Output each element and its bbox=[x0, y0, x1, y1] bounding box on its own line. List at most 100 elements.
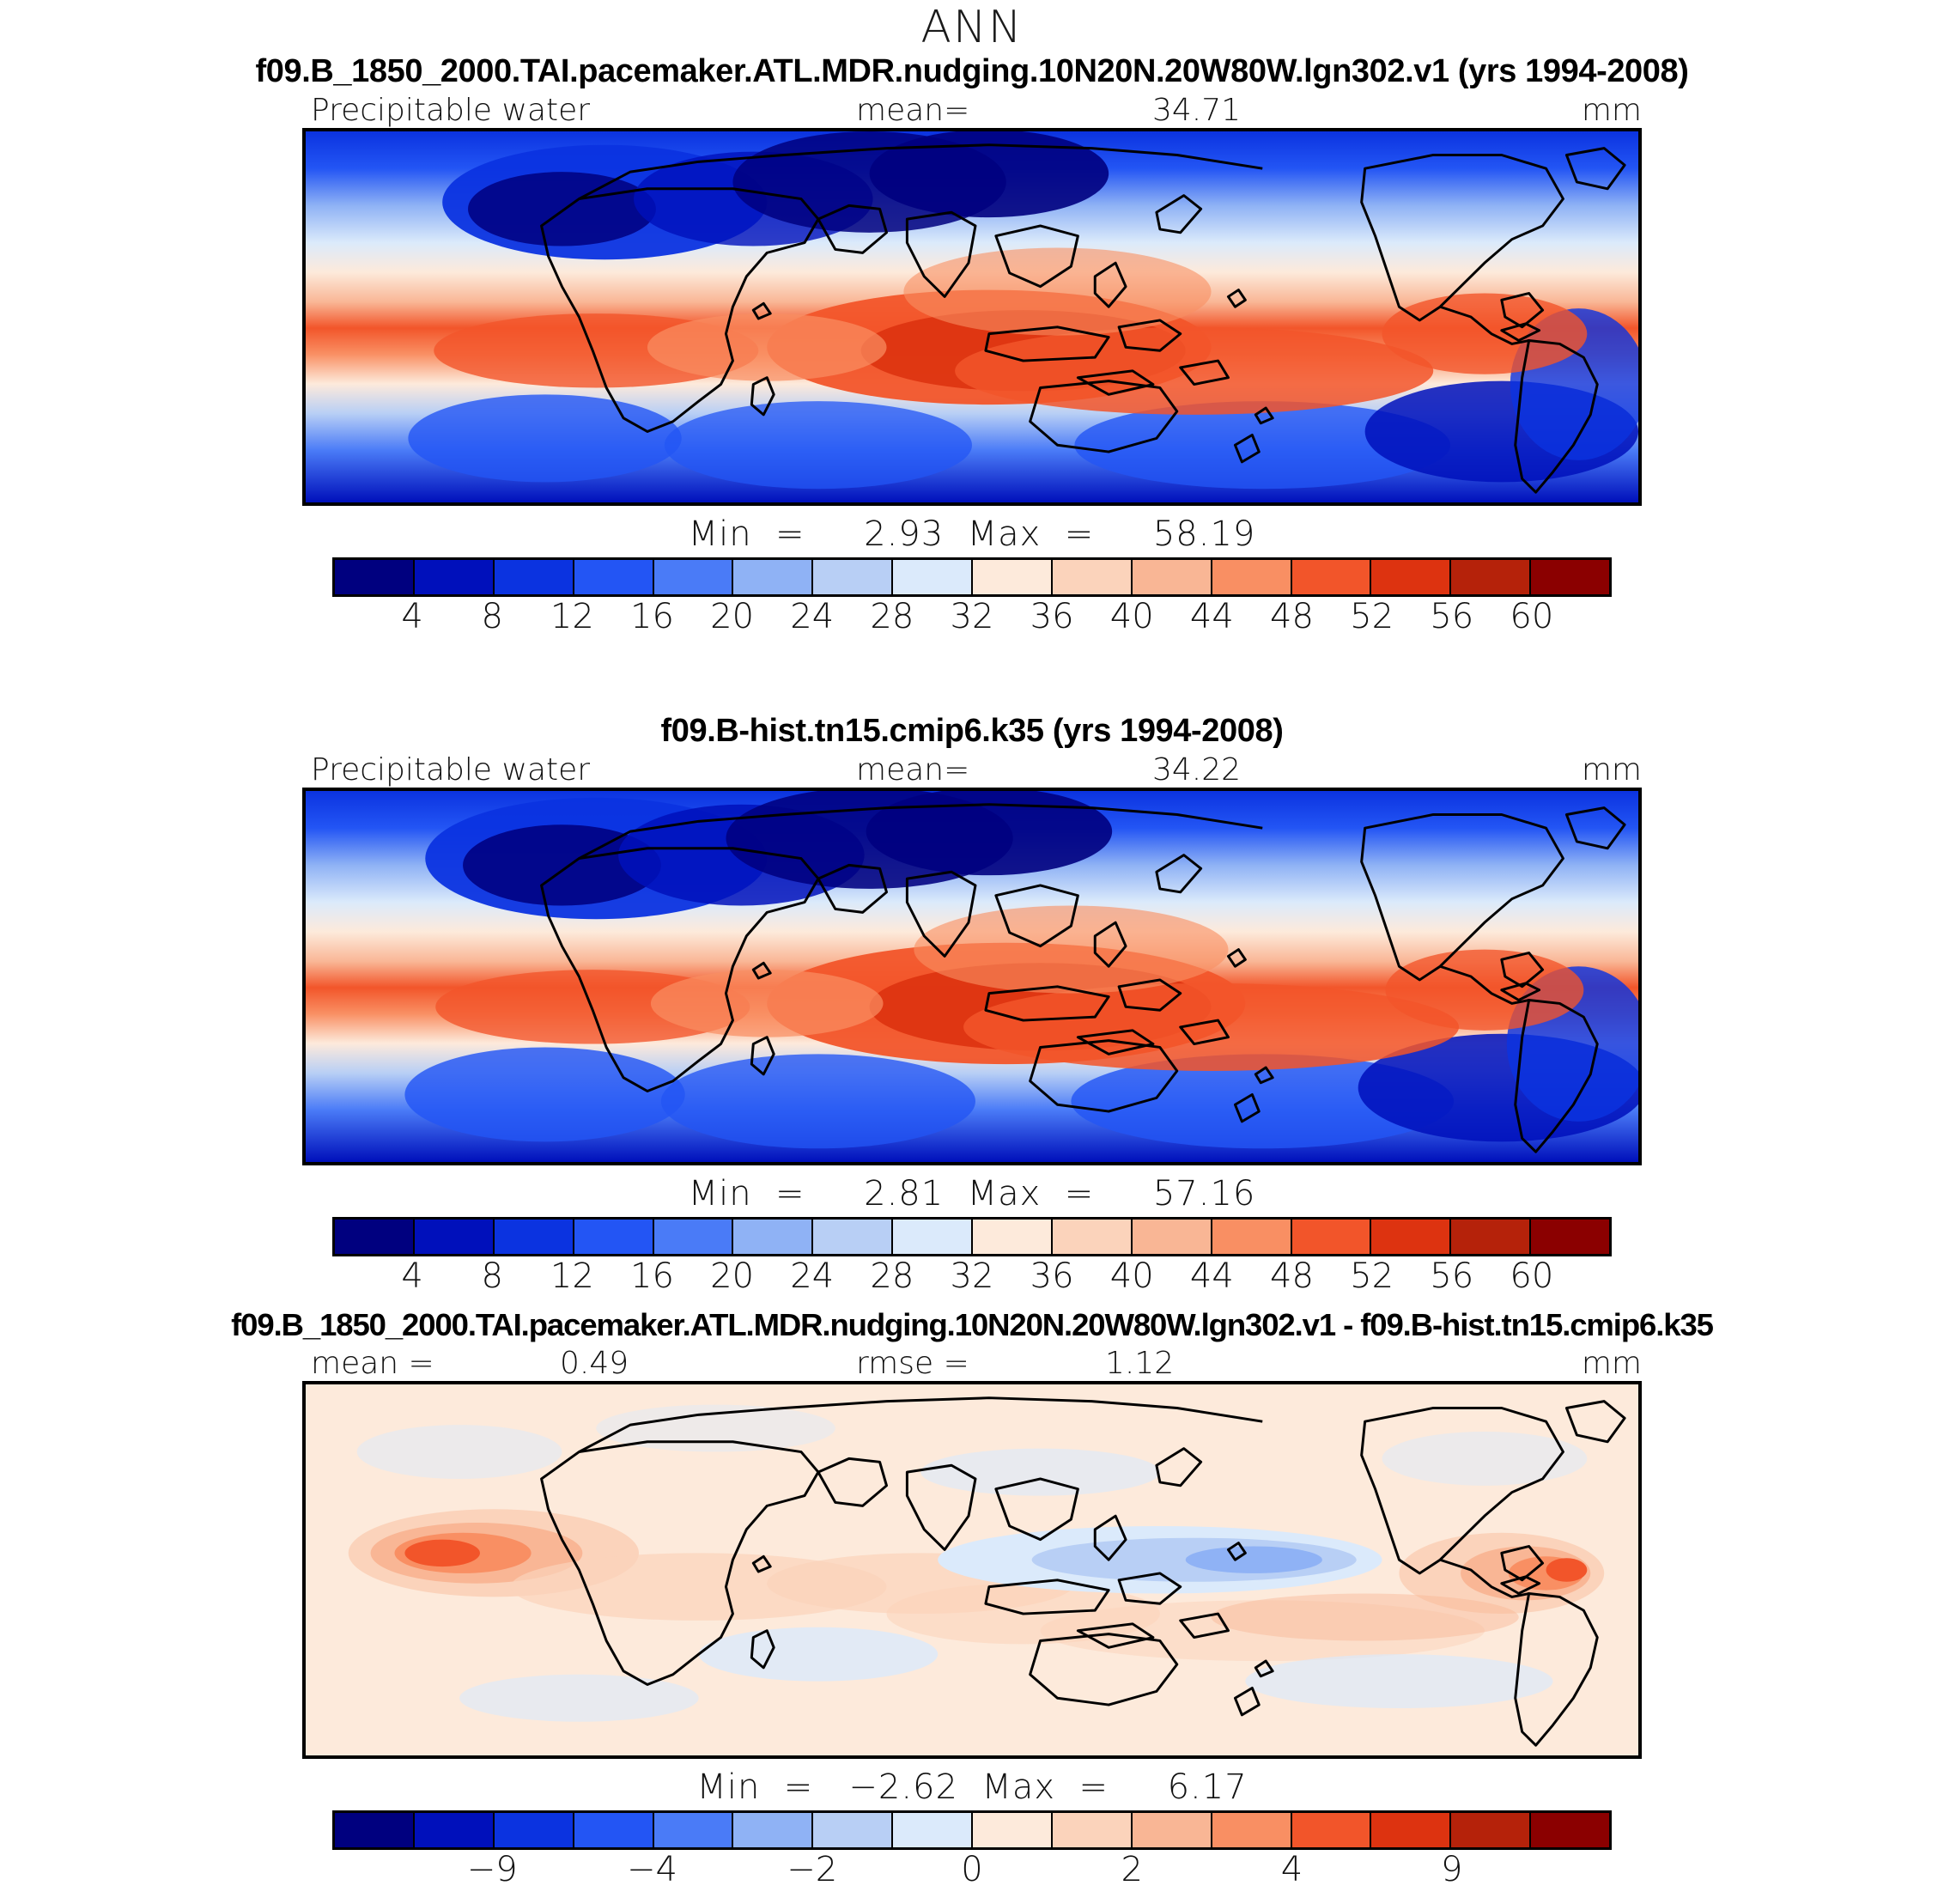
colorbar-control-tick-label: 8 bbox=[481, 1256, 503, 1296]
units-label-case: mm bbox=[1581, 93, 1642, 128]
colorbar-difference-swatch bbox=[335, 1813, 415, 1847]
colorbar-difference-tick-label: 0 bbox=[961, 1850, 983, 1889]
colorbar-control-swatch bbox=[1212, 1220, 1292, 1254]
colorbar-control-swatch bbox=[1052, 1220, 1133, 1254]
colorbar-difference-swatch bbox=[1531, 1813, 1609, 1847]
colorbar-case-tick-label: 44 bbox=[1189, 597, 1234, 636]
colorbar-case-tick-label: 28 bbox=[870, 597, 914, 636]
colorbar-case-swatch bbox=[733, 560, 814, 594]
panel-title-control: f09.B-hist.tn15.cmip6.k35 (yrs 1994-2008… bbox=[660, 713, 1284, 749]
colorbar-case-swatch bbox=[574, 560, 654, 594]
colorbar-difference-swatch bbox=[1371, 1813, 1452, 1847]
colorbar-case-tick-label: 56 bbox=[1430, 597, 1474, 636]
panel-title-difference: f09.B_1850_2000.TAI.pacemaker.ATL.MDR.nu… bbox=[231, 1307, 1714, 1342]
colorbar-difference-swatch bbox=[1212, 1813, 1292, 1847]
colorbar-case-swatch bbox=[893, 560, 973, 594]
colorbar-strip-difference[interactable] bbox=[332, 1810, 1612, 1850]
colorbar-control-tick-label: 44 bbox=[1189, 1256, 1234, 1296]
colorbar-control-swatch bbox=[1451, 1220, 1532, 1254]
colorbar-control-swatch bbox=[414, 1220, 495, 1254]
colorbar-strip-case[interactable] bbox=[332, 557, 1612, 597]
mean-label-case: mean= bbox=[856, 93, 970, 128]
colorbar-strip-control[interactable] bbox=[332, 1217, 1612, 1256]
minmax-difference: Min = −2.62 Max = 6.17 bbox=[696, 1767, 1248, 1807]
colorbar-control-tick-label: 48 bbox=[1270, 1256, 1314, 1296]
colorbar-control-tick-label: 4 bbox=[401, 1256, 423, 1296]
colorbar-case-swatch bbox=[1371, 560, 1452, 594]
colorbar-case[interactable]: 4 8 12 16 20 24 28 32 36 40 44 48 52 56 60 bbox=[332, 557, 1612, 642]
colorbar-case-swatch bbox=[653, 560, 734, 594]
colorbar-case-swatch bbox=[1451, 560, 1532, 594]
mean-value-difference: 0.49 bbox=[560, 1346, 629, 1381]
colorbar-difference-tick-label: 2 bbox=[1121, 1850, 1143, 1889]
mean-value-control: 34.22 bbox=[1152, 752, 1242, 788]
colorbar-control-tick-label: 12 bbox=[550, 1256, 594, 1296]
colorbar-difference-swatch bbox=[1451, 1813, 1532, 1847]
map-difference[interactable] bbox=[302, 1381, 1642, 1759]
panel-title-case: f09.B_1850_2000.TAI.pacemaker.ATL.MDR.nu… bbox=[255, 53, 1689, 89]
colorbar-control-swatch bbox=[813, 1220, 894, 1254]
colorbar-control-tick-label: 52 bbox=[1350, 1256, 1394, 1296]
colorbar-control-swatch bbox=[1531, 1220, 1609, 1254]
colorbar-difference-tick-label: −9 bbox=[466, 1850, 518, 1889]
minmax-control: Min = 2.81 Max = 57.16 bbox=[688, 1174, 1256, 1214]
map-canvas-control bbox=[306, 791, 1638, 1162]
colorbar-ticks-case: 4 8 12 16 20 24 28 32 36 40 44 48 52 56 60 bbox=[332, 597, 1612, 642]
colorbar-control-swatch bbox=[1371, 1220, 1452, 1254]
colorbar-difference-tick-label: 4 bbox=[1280, 1850, 1303, 1889]
colorbar-case-swatch bbox=[1132, 560, 1212, 594]
colorbar-control-tick-label: 60 bbox=[1510, 1256, 1554, 1296]
map-case[interactable] bbox=[302, 128, 1642, 506]
colorbar-control-swatch bbox=[733, 1220, 814, 1254]
units-label-control: mm bbox=[1581, 752, 1642, 788]
colorbar-difference-swatch bbox=[893, 1813, 973, 1847]
colorbar-control-tick-label: 28 bbox=[870, 1256, 914, 1296]
colorbar-control[interactable]: 4 8 12 16 20 24 28 32 36 40 44 48 52 56 60 bbox=[332, 1217, 1612, 1301]
colorbar-case-tick-label: 52 bbox=[1350, 597, 1394, 636]
panel-difference: f09.B_1850_2000.TAI.pacemaker.ATL.MDR.nu… bbox=[0, 1307, 1944, 1895]
colorbar-case-tick-label: 32 bbox=[950, 597, 994, 636]
colorbar-difference-swatch bbox=[1291, 1813, 1372, 1847]
colorbar-control-tick-label: 40 bbox=[1109, 1256, 1154, 1296]
rmse-value-difference: 1.12 bbox=[1105, 1346, 1175, 1381]
colorbar-difference-swatch bbox=[494, 1813, 574, 1847]
colorbar-case-swatch bbox=[1531, 560, 1609, 594]
colorbar-difference[interactable]: −9 −4 −2 0 2 4 9 bbox=[332, 1810, 1612, 1895]
colorbar-control-tick-label: 56 bbox=[1430, 1256, 1474, 1296]
colorbar-case-tick-label: 12 bbox=[550, 597, 594, 636]
colorbar-case-swatch bbox=[1052, 560, 1133, 594]
variable-label-case: Precipitable water bbox=[311, 93, 591, 128]
map-control[interactable] bbox=[302, 788, 1642, 1165]
colorbar-control-swatch bbox=[574, 1220, 654, 1254]
colorbar-difference-swatch bbox=[653, 1813, 734, 1847]
colorbar-case-tick-label: 8 bbox=[481, 597, 503, 636]
colorbar-case-swatch bbox=[494, 560, 574, 594]
colorbar-case-tick-label: 40 bbox=[1109, 597, 1154, 636]
colorbar-difference-swatch bbox=[414, 1813, 495, 1847]
map-canvas-case bbox=[306, 131, 1638, 502]
panel-control: f09.B-hist.tn15.cmip6.k35 (yrs 1994-2008… bbox=[0, 713, 1944, 1301]
colorbar-case-swatch bbox=[973, 560, 1053, 594]
colorbar-control-tick-label: 32 bbox=[950, 1256, 994, 1296]
rmse-label-difference: rmse = bbox=[856, 1346, 969, 1381]
colorbar-case-tick-label: 60 bbox=[1510, 597, 1554, 636]
colorbar-control-tick-label: 20 bbox=[710, 1256, 755, 1296]
colorbar-difference-tick-label: −4 bbox=[627, 1850, 677, 1889]
figure-title: ANN bbox=[920, 2, 1024, 53]
panel-case: f09.B_1850_2000.TAI.pacemaker.ATL.MDR.nu… bbox=[0, 53, 1944, 642]
variable-label-control: Precipitable water bbox=[311, 752, 591, 788]
colorbar-case-tick-label: 48 bbox=[1270, 597, 1314, 636]
colorbar-control-swatch bbox=[494, 1220, 574, 1254]
panel-difference-subrow: mean = 0.49 rmse = 1.12 mm bbox=[302, 1343, 1642, 1381]
colorbar-control-swatch bbox=[1291, 1220, 1372, 1254]
colorbar-case-tick-label: 20 bbox=[710, 597, 755, 636]
colorbar-case-tick-label: 36 bbox=[1030, 597, 1074, 636]
colorbar-difference-tick-label: 9 bbox=[1441, 1850, 1463, 1889]
colorbar-control-swatch bbox=[973, 1220, 1053, 1254]
colorbar-control-swatch bbox=[653, 1220, 734, 1254]
mean-label-control: mean= bbox=[856, 752, 970, 788]
mean-value-case: 34.71 bbox=[1152, 93, 1242, 128]
units-label-difference: mm bbox=[1581, 1346, 1642, 1381]
colorbar-control-swatch bbox=[335, 1220, 415, 1254]
mean-label-difference: mean = bbox=[311, 1346, 434, 1381]
